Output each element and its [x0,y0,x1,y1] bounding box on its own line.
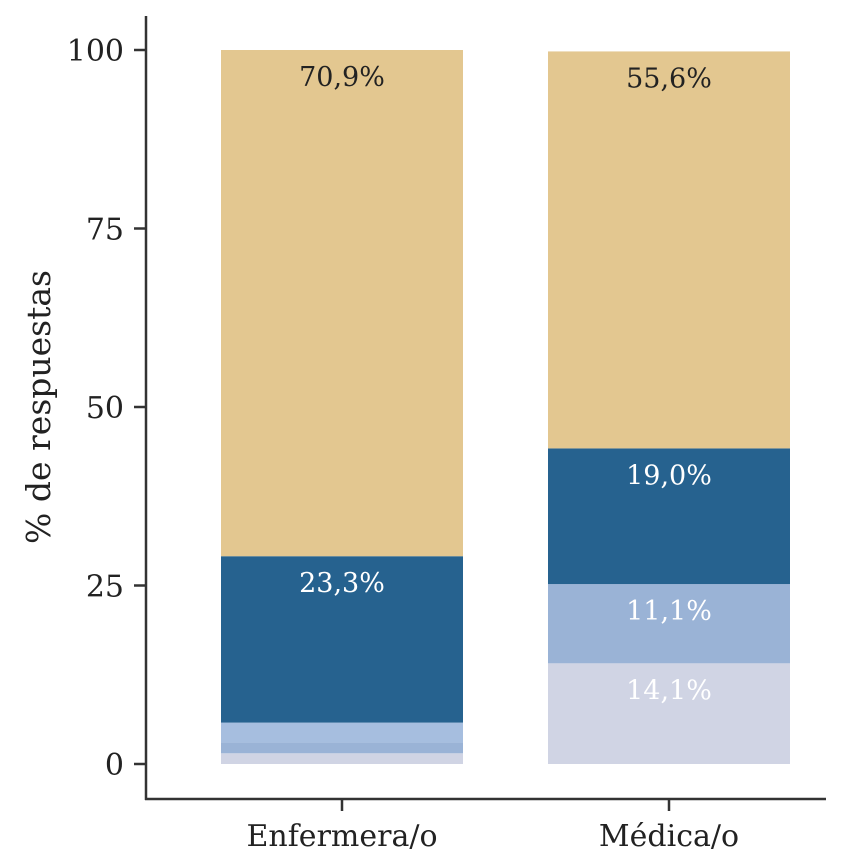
y-tick-label: 0 [105,748,124,783]
x-tick-label: Médica/o [599,819,739,854]
y-axis-ticks: 0 25 50 75 100 [67,34,146,783]
bar-value-label: 55,6% [626,63,712,94]
bar-segment [221,50,463,557]
y-tick-label: 25 [86,570,124,605]
bar-segment [548,584,790,664]
bar-segment [548,663,790,764]
y-tick-label: 100 [67,34,124,69]
bar-segment [548,51,790,449]
y-tick-label: 50 [86,391,124,426]
bar-segment [221,753,463,764]
y-axis-title: % de respuestas [19,270,58,544]
bar-segment [221,722,463,743]
bar-value-label: 11,1% [626,596,712,627]
bar-value-label: 23,3% [299,568,385,599]
bar-segment [221,556,463,723]
data-labels-group: 23,3% 70,9% 14,1% 11,1% 19,0% 55,6% [299,62,712,706]
bar-segment [221,742,463,754]
bar-value-label: 19,0% [626,460,712,491]
x-axis-ticks: Enfermera/o Médica/o [246,799,739,854]
bar-value-label: 70,9% [299,62,385,93]
y-tick-label: 75 [86,213,124,248]
x-tick-label: Enfermera/o [246,819,437,854]
bar-segment [548,448,790,585]
bars-group [221,50,790,764]
bar-value-label: 14,1% [626,675,712,706]
